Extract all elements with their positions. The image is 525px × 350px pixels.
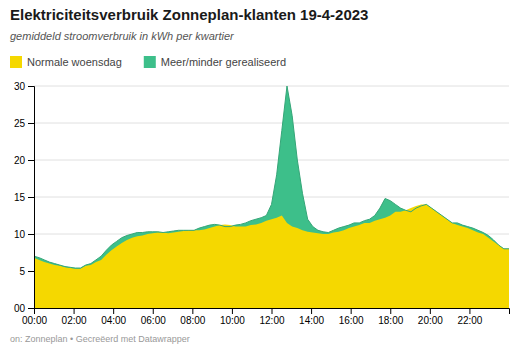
- y-tick-mark: [28, 234, 34, 235]
- y-tick: 15: [14, 192, 34, 203]
- x-tick-mark: [390, 308, 391, 314]
- subtitle: gemiddeld stroomverbruik in kWh per kwar…: [10, 30, 235, 42]
- y-tick: 20: [14, 155, 34, 166]
- y-tick: 10: [14, 229, 34, 240]
- x-tick: 10:00: [220, 308, 245, 326]
- x-tick-label: 06:00: [141, 315, 166, 326]
- x-tick-label: 10:00: [220, 315, 245, 326]
- legend-item: Normale woensdag: [10, 56, 122, 68]
- x-tick-label: 12:00: [259, 315, 284, 326]
- line-realized: [34, 86, 509, 268]
- x-tick: 00:00: [22, 308, 47, 326]
- plot: 00:00 02:00 04:00 06:00 08:00 10:00 12:00 14:00…: [14, 81, 510, 326]
- x-tick: 04:00: [101, 308, 126, 326]
- y-axis: 00 5 10 15 20 25 30: [14, 81, 35, 314]
- chart: Elektriciteitsverbruik Zonneplan-klanten…: [0, 0, 525, 350]
- x-tick-mark: [272, 308, 273, 314]
- x-tick-mark: [469, 308, 470, 314]
- x-tick-mark: [232, 308, 233, 314]
- y-tick-mark: [28, 86, 34, 87]
- y-tick-mark: [28, 271, 34, 272]
- x-tick-label: 00:00: [22, 315, 47, 326]
- grid-line: [34, 86, 509, 87]
- x-tick-label: 22:00: [457, 315, 482, 326]
- x-tick: 12:00: [259, 308, 284, 326]
- x-tick-label: 02:00: [62, 315, 87, 326]
- x-tick-label: 14:00: [299, 315, 324, 326]
- grid-line: [34, 160, 509, 161]
- x-tick-label: 08:00: [180, 315, 205, 326]
- area-realized: [34, 86, 509, 308]
- legend: Normale woensdag Meer/minder gerealiseerd: [10, 56, 286, 68]
- y-tick: 30: [14, 81, 34, 92]
- x-tick-mark: [153, 308, 154, 314]
- x-tick: 14:00: [299, 308, 324, 326]
- x-tick: 02:00: [62, 308, 87, 326]
- x-tick-label: 18:00: [378, 315, 403, 326]
- y-tick-label: 25: [14, 118, 26, 129]
- title: Elektriciteitsverbruik Zonneplan-klanten…: [10, 6, 368, 23]
- y-tick-mark: [28, 197, 34, 198]
- legend-item: Meer/minder gerealiseerd: [144, 56, 286, 68]
- source: on: Zonneplan • Gecreëerd met Datawrappe…: [10, 334, 190, 344]
- y-tick-label: 20: [14, 155, 26, 166]
- y-tick-label: 00: [14, 303, 26, 314]
- x-tick-mark: [311, 308, 312, 314]
- y-tick: 5: [19, 266, 34, 277]
- x-tick: 06:00: [141, 308, 166, 326]
- area-normal: [34, 204, 509, 308]
- x-tick: 08:00: [180, 308, 205, 326]
- y-tick-mark: [28, 160, 34, 161]
- y-tick-label: 10: [14, 229, 26, 240]
- x-tick: 22:00: [457, 308, 482, 326]
- legend-label: Meer/minder gerealiseerd: [161, 56, 286, 68]
- marks: [34, 86, 509, 308]
- x-tick: 20:00: [418, 308, 443, 326]
- x-tick-mark: [113, 308, 114, 314]
- grid: [34, 86, 509, 308]
- x-tick: 18:00: [378, 308, 403, 326]
- y-tick-label: 30: [14, 81, 26, 92]
- y-tick-label: 5: [19, 266, 25, 277]
- y-axis-line: [28, 87, 35, 309]
- y-tick-label: 15: [14, 192, 26, 203]
- x-tick: 16:00: [339, 308, 364, 326]
- y-tick-mark: [28, 123, 34, 124]
- x-axis-line: [35, 309, 510, 315]
- x-tick-label: 20:00: [418, 315, 443, 326]
- legend-swatch: [10, 56, 22, 68]
- x-tick-mark: [430, 308, 431, 314]
- x-axis: 00:00 02:00 04:00 06:00 08:00 10:00 12:00 14:00…: [22, 308, 510, 326]
- x-tick-label: 04:00: [101, 315, 126, 326]
- x-tick-mark: [351, 308, 352, 314]
- grid-line: [34, 123, 509, 124]
- y-tick: 25: [14, 118, 34, 129]
- x-tick-label: 16:00: [339, 315, 364, 326]
- legend-swatch: [144, 56, 156, 68]
- legend-label: Normale woensdag: [27, 56, 122, 68]
- y-tick-mark: [28, 308, 34, 309]
- x-tick-mark: [192, 308, 193, 314]
- x-tick-mark: [74, 308, 75, 314]
- y-tick: 00: [14, 303, 34, 314]
- grid-line: [34, 197, 509, 198]
